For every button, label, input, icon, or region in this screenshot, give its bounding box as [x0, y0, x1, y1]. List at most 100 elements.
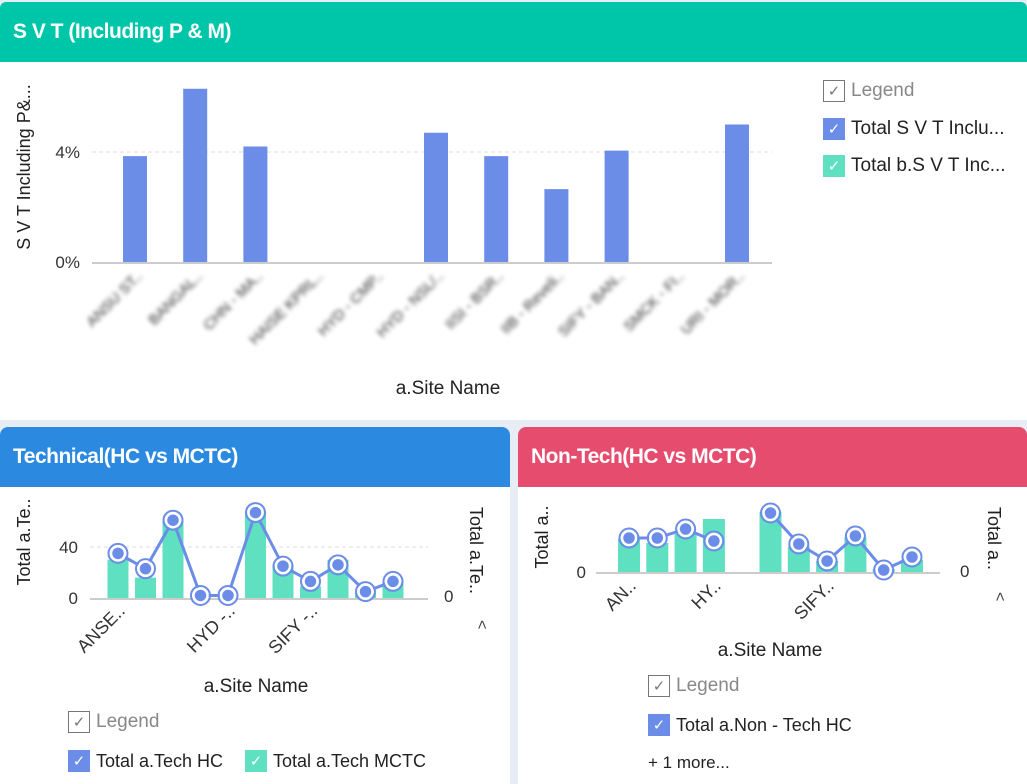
x-tick-label: SIFY -.. — [264, 601, 321, 658]
check-icon: ✓ — [823, 118, 845, 140]
x-axis-title: a.Site Name — [396, 378, 501, 399]
line-point-3 — [192, 587, 209, 604]
line-point-3 — [705, 532, 723, 550]
bar-2 — [674, 534, 697, 572]
line-point-10 — [384, 573, 402, 590]
line-point-ring — [844, 525, 866, 547]
line-point-7 — [302, 573, 319, 590]
check-icon: ✓ — [823, 155, 845, 177]
tech-chart: 0 40 0 Total a.Te.. Total a.Te.. < a.Site Name… — [14, 498, 490, 697]
line-point-ring — [873, 559, 895, 581]
nontech-panel: Non-Tech(HC vs MCTC) 0 0 Total a.. Total a.… — [518, 427, 1027, 784]
y-tick-label: 0 — [577, 563, 586, 582]
line-point-1 — [137, 560, 154, 577]
tech-panel: Technical(HC vs MCTC) 0 40 0 Total a.Te.. To… — [0, 427, 510, 784]
line-point-10 — [903, 548, 921, 566]
line-point-7 — [818, 552, 836, 570]
nontech-panel-title: Non-Tech(HC vs MCTC) — [518, 427, 1027, 487]
line-point-8 — [329, 556, 347, 574]
y2-tick-label: 0 — [960, 562, 969, 581]
chevron-icon: < — [473, 620, 490, 629]
line-point-6 — [274, 557, 292, 575]
y-tick-label: 0 — [69, 589, 78, 608]
line-point-ring — [217, 584, 239, 606]
x-tick-label: CHN - MA.. — [200, 268, 266, 334]
legend-more-link[interactable]: + 1 more... — [648, 753, 730, 772]
legend-title: Legend — [676, 675, 740, 696]
x-tick-label: ANSU ST.. — [83, 268, 146, 331]
x-tick-label: SIFY.. — [790, 576, 838, 624]
line-point-ring — [760, 502, 781, 524]
line-point-4 — [219, 587, 237, 604]
x-tick-label: HYD -.. — [183, 601, 239, 657]
y-axis-title: Total a.. — [532, 505, 552, 568]
legend-label: Total b.S V T Inc... — [851, 155, 1006, 176]
line-point-5 — [247, 504, 264, 521]
check-icon: ✓ — [245, 750, 267, 772]
line-point-ring — [703, 530, 725, 552]
legend-item[interactable]: ✓ Total b.S V T Inc... — [823, 155, 1006, 177]
x-tick-label: URI - MOR.. — [677, 268, 747, 338]
line-point-ring — [618, 527, 640, 549]
legend-label: Total a.Tech MCTC — [273, 750, 427, 771]
x-tick-label: AN.. — [601, 576, 640, 615]
y2-axis-title: Total a.. — [984, 507, 1004, 570]
line-point-0 — [109, 545, 127, 562]
line-point-ring — [162, 509, 184, 531]
check-icon: ✓ — [68, 750, 90, 772]
check-icon: ✓ — [823, 80, 845, 102]
bar-5 — [245, 512, 266, 598]
y2-tick-label: 0 — [444, 587, 453, 606]
line-point-ring — [382, 570, 404, 592]
bar-5 — [759, 512, 782, 572]
line-point-ring — [300, 570, 321, 592]
line-point-6 — [790, 535, 808, 553]
bar-6 — [484, 156, 509, 262]
check-icon: ✓ — [648, 714, 670, 736]
chevron-icon: < — [991, 592, 1008, 601]
y-tick-label: 4% — [55, 143, 80, 162]
check-icon: ✓ — [68, 711, 90, 733]
bar-0 — [107, 559, 129, 598]
legend-toggle[interactable]: ✓ Legend — [648, 675, 739, 697]
bar-8 — [604, 150, 629, 262]
line-point-8 — [847, 527, 864, 545]
line-point-2 — [677, 520, 694, 538]
legend-label: Total S V T Inclu... — [851, 118, 1005, 139]
line-point-5 — [762, 504, 779, 522]
legend-title: Legend — [851, 80, 915, 101]
line-point-1 — [649, 529, 666, 547]
x-tick-label: ANSE.. — [73, 601, 129, 657]
line-point-ring — [272, 555, 294, 577]
bar-5 — [424, 132, 448, 262]
x-tick-label: HY.. — [687, 576, 724, 613]
legend-label: Total a.Non - Tech HC — [676, 714, 852, 735]
legend-item[interactable]: ✓ Total a.Non - Tech HC — [648, 714, 852, 736]
bar-2 — [162, 521, 184, 598]
x-axis-title: a.Site Name — [204, 676, 309, 697]
line-point-ring — [901, 546, 923, 568]
y-tick-label: 40 — [59, 538, 78, 557]
line-point-ring — [355, 581, 376, 603]
legend-item[interactable]: ✓ Total a.Tech MCTC — [245, 750, 426, 772]
legend-toggle[interactable]: ✓ Legend — [823, 80, 914, 102]
line-point-ring — [327, 554, 349, 576]
svt-panel: S V T (Including P & M) 0% 4% S V T Includ… — [0, 2, 1027, 420]
legend-title: Legend — [96, 711, 160, 732]
y-axis-title: Total a.Te.. — [14, 498, 34, 585]
nontech-chart: 0 0 Total a.. Total a.. < a.Site Name AN.. HY..… — [532, 502, 1008, 661]
bar-1 — [646, 543, 669, 572]
y-tick-label: 0% — [55, 253, 80, 272]
line-point-ring — [646, 527, 668, 549]
line-point-ring — [788, 533, 810, 555]
legend-toggle[interactable]: ✓ Legend — [68, 711, 159, 733]
line-point-ring — [190, 584, 211, 606]
bar-8 — [844, 537, 867, 572]
check-icon: ✓ — [648, 675, 670, 697]
bar-0 — [123, 156, 147, 262]
line-point-ring — [675, 518, 697, 540]
line-point-ring — [245, 502, 266, 524]
legend-item[interactable]: ✓ Total a.Tech HC — [68, 750, 223, 772]
legend-item[interactable]: ✓ Total S V T Inclu... — [823, 118, 1004, 140]
x-axis-title: a.Site Name — [718, 640, 823, 661]
